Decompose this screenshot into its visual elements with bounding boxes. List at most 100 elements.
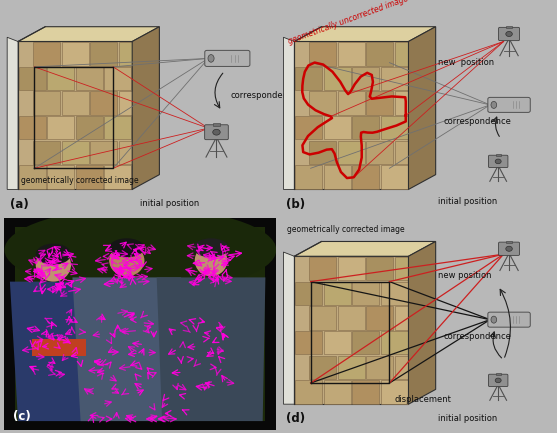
Text: correspondence: correspondence bbox=[230, 91, 298, 100]
Polygon shape bbox=[338, 306, 365, 330]
Polygon shape bbox=[381, 116, 408, 139]
Polygon shape bbox=[352, 67, 379, 90]
Polygon shape bbox=[324, 116, 350, 139]
Polygon shape bbox=[381, 165, 408, 189]
Polygon shape bbox=[119, 42, 146, 65]
Polygon shape bbox=[294, 256, 408, 404]
Polygon shape bbox=[352, 116, 379, 139]
Polygon shape bbox=[381, 331, 408, 354]
Polygon shape bbox=[338, 257, 365, 280]
Polygon shape bbox=[295, 165, 322, 189]
Text: geometrically uncorrected image: geometrically uncorrected image bbox=[287, 0, 410, 46]
Polygon shape bbox=[395, 306, 422, 330]
Text: displacement: displacement bbox=[395, 395, 452, 404]
Text: initial position: initial position bbox=[438, 414, 497, 423]
Polygon shape bbox=[395, 91, 422, 115]
Polygon shape bbox=[105, 67, 131, 90]
Polygon shape bbox=[157, 278, 265, 421]
Polygon shape bbox=[33, 141, 60, 164]
Polygon shape bbox=[284, 37, 294, 189]
FancyBboxPatch shape bbox=[204, 125, 228, 140]
Polygon shape bbox=[132, 27, 159, 189]
Polygon shape bbox=[408, 27, 436, 189]
Polygon shape bbox=[338, 42, 365, 65]
Polygon shape bbox=[76, 116, 103, 139]
Polygon shape bbox=[47, 116, 74, 139]
Polygon shape bbox=[324, 380, 350, 404]
FancyBboxPatch shape bbox=[205, 50, 250, 66]
Polygon shape bbox=[76, 67, 103, 90]
Ellipse shape bbox=[491, 316, 497, 323]
Polygon shape bbox=[76, 165, 103, 189]
Polygon shape bbox=[309, 91, 336, 115]
Text: (c): (c) bbox=[13, 410, 31, 423]
Polygon shape bbox=[381, 380, 408, 404]
Polygon shape bbox=[352, 165, 379, 189]
FancyBboxPatch shape bbox=[488, 97, 530, 113]
Polygon shape bbox=[105, 165, 131, 189]
Polygon shape bbox=[324, 281, 350, 305]
FancyBboxPatch shape bbox=[213, 123, 219, 126]
FancyBboxPatch shape bbox=[496, 373, 501, 375]
Polygon shape bbox=[338, 355, 365, 379]
Polygon shape bbox=[352, 331, 379, 354]
Text: geometrically corrected image: geometrically corrected image bbox=[21, 176, 138, 185]
Polygon shape bbox=[105, 116, 131, 139]
Polygon shape bbox=[367, 257, 393, 280]
Bar bbox=[32, 339, 86, 355]
Polygon shape bbox=[284, 252, 294, 404]
Ellipse shape bbox=[495, 159, 501, 164]
Polygon shape bbox=[352, 380, 379, 404]
Polygon shape bbox=[295, 116, 322, 139]
Polygon shape bbox=[295, 281, 322, 305]
Polygon shape bbox=[395, 42, 422, 65]
Text: correspondence: correspondence bbox=[444, 117, 512, 126]
Polygon shape bbox=[295, 380, 322, 404]
Polygon shape bbox=[62, 141, 89, 164]
Polygon shape bbox=[309, 306, 336, 330]
Polygon shape bbox=[324, 331, 350, 354]
Ellipse shape bbox=[495, 378, 501, 383]
Polygon shape bbox=[19, 67, 46, 90]
FancyBboxPatch shape bbox=[496, 154, 501, 156]
Polygon shape bbox=[47, 165, 74, 189]
Text: (d): (d) bbox=[286, 412, 305, 425]
Polygon shape bbox=[309, 42, 336, 65]
Polygon shape bbox=[90, 141, 117, 164]
Text: correspondence: correspondence bbox=[444, 332, 512, 341]
Polygon shape bbox=[395, 141, 422, 164]
FancyBboxPatch shape bbox=[499, 242, 520, 255]
Ellipse shape bbox=[506, 32, 512, 36]
Polygon shape bbox=[395, 257, 422, 280]
Polygon shape bbox=[90, 42, 117, 65]
Text: new  position: new position bbox=[438, 58, 495, 67]
Polygon shape bbox=[294, 42, 408, 189]
Polygon shape bbox=[367, 306, 393, 330]
Polygon shape bbox=[119, 141, 146, 164]
Ellipse shape bbox=[193, 238, 229, 257]
Polygon shape bbox=[7, 37, 18, 189]
Ellipse shape bbox=[506, 246, 512, 251]
Polygon shape bbox=[90, 91, 117, 115]
Text: (b): (b) bbox=[286, 197, 305, 210]
Polygon shape bbox=[294, 242, 436, 256]
Polygon shape bbox=[408, 242, 436, 404]
Ellipse shape bbox=[208, 55, 214, 62]
Text: geometrically corrected image: geometrically corrected image bbox=[287, 225, 405, 233]
Polygon shape bbox=[295, 331, 322, 354]
Polygon shape bbox=[338, 141, 365, 164]
Polygon shape bbox=[294, 27, 436, 42]
Polygon shape bbox=[295, 67, 322, 90]
Polygon shape bbox=[324, 165, 350, 189]
Polygon shape bbox=[381, 67, 408, 90]
FancyBboxPatch shape bbox=[488, 155, 508, 168]
Polygon shape bbox=[367, 42, 393, 65]
Polygon shape bbox=[33, 91, 60, 115]
Ellipse shape bbox=[4, 208, 276, 292]
FancyBboxPatch shape bbox=[488, 312, 530, 327]
FancyBboxPatch shape bbox=[488, 374, 508, 387]
Polygon shape bbox=[309, 257, 336, 280]
FancyBboxPatch shape bbox=[506, 241, 512, 243]
Polygon shape bbox=[309, 141, 336, 164]
Polygon shape bbox=[19, 165, 46, 189]
